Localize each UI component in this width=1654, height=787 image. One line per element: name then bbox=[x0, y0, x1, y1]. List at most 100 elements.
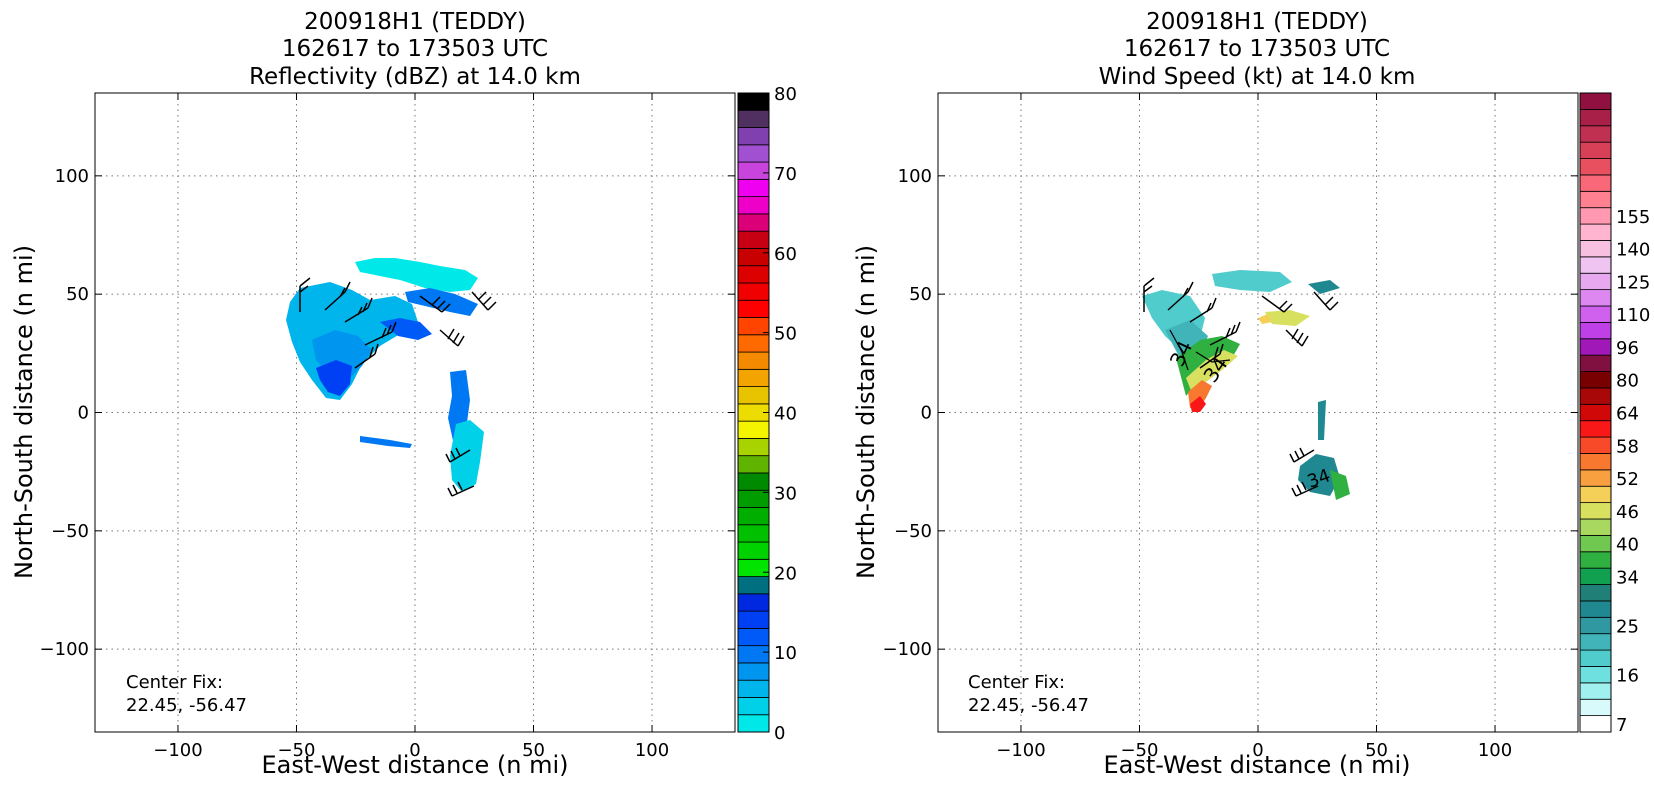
colorbar-segment bbox=[1579, 518, 1612, 536]
colorbar-tick-label: 70 bbox=[774, 164, 797, 185]
colorbar-segment bbox=[1579, 108, 1612, 127]
wind-barb bbox=[419, 295, 451, 313]
colorbar-tick-label: 80 bbox=[774, 84, 797, 105]
colorbar-segment bbox=[737, 420, 770, 439]
colorbar-segment bbox=[1579, 485, 1612, 504]
y-tick-label: −50 bbox=[894, 521, 932, 542]
colorbar-tick-label: 64 bbox=[1616, 404, 1639, 425]
colorbar-segment bbox=[1579, 338, 1612, 356]
colorbar-segment bbox=[1579, 584, 1612, 602]
colorbar-segment bbox=[1579, 371, 1612, 389]
reflectivity-area-cyan bbox=[355, 258, 478, 292]
reflectivity-panel: 200918H1 (TEDDY) 162617 to 173503 UTC Re… bbox=[10, 9, 797, 779]
colorbar-segment bbox=[737, 334, 770, 353]
y-axis-label: North-South distance (n mi) bbox=[10, 245, 38, 579]
x-tick-label: 0 bbox=[1252, 740, 1263, 761]
wind-speed-field bbox=[1142, 270, 1350, 500]
y-tick-label: 50 bbox=[66, 284, 89, 305]
x-tick-label: 100 bbox=[1478, 740, 1512, 761]
colorbar-tick-label: 30 bbox=[774, 483, 797, 504]
reflectivity-colorbar: 0 10 20 30 40 50 60 70 80 bbox=[737, 84, 797, 744]
wind-area-northeast bbox=[1308, 280, 1340, 294]
colorbar-segment bbox=[1579, 567, 1612, 585]
contour-line-34 bbox=[1169, 329, 1189, 371]
reflectivity-band-upper bbox=[405, 288, 478, 316]
y-tick-label: −100 bbox=[883, 639, 932, 660]
colorbar-segment bbox=[737, 161, 770, 180]
colorbar-segment bbox=[1579, 715, 1612, 733]
colorbar-segment bbox=[1579, 649, 1612, 667]
wind-barb bbox=[471, 291, 497, 311]
colorbar-segment bbox=[1579, 420, 1612, 438]
panel-title-line-3: Wind Speed (kt) at 14.0 km bbox=[1099, 64, 1416, 90]
y-axis-label: North-South distance (n mi) bbox=[852, 245, 880, 579]
wind-area-north-cyan bbox=[1212, 270, 1292, 292]
colorbar-segment bbox=[1579, 387, 1612, 405]
colorbar-tick-label: 58 bbox=[1616, 436, 1639, 457]
wind-barb bbox=[1143, 277, 1155, 312]
wind-east-band-teal bbox=[1298, 454, 1340, 496]
colorbar-segment bbox=[1579, 223, 1612, 241]
colorbar-segment bbox=[1579, 272, 1612, 291]
colorbar-segment bbox=[1579, 240, 1612, 258]
colorbar-tick-label: 60 bbox=[774, 244, 797, 265]
colorbar-segment bbox=[1579, 682, 1612, 700]
center-fix-label: Center Fix: bbox=[126, 672, 223, 693]
reflectivity-area-dark-blue bbox=[316, 360, 352, 396]
colorbar-tick-label: 7 bbox=[1616, 715, 1627, 736]
colorbar-segment bbox=[1579, 321, 1612, 340]
wind-speed-panel: 200918H1 (TEDDY) 162617 to 173503 UTC Wi… bbox=[852, 9, 1650, 779]
colorbar-segment bbox=[1579, 616, 1612, 635]
colorbar-segment bbox=[737, 230, 770, 249]
colorbar-tick-label: 80 bbox=[1616, 371, 1639, 392]
panel-title-line-3: Reflectivity (dBZ) at 14.0 km bbox=[249, 64, 581, 90]
colorbar-segment bbox=[737, 645, 770, 664]
x-tick-label: 50 bbox=[522, 740, 545, 761]
x-axis-label: East-West distance (n mi) bbox=[1103, 751, 1410, 779]
colorbar-segment bbox=[737, 507, 770, 526]
colorbar-segment bbox=[737, 109, 770, 128]
wind-area-mid-yellow bbox=[1265, 310, 1310, 326]
colorbar-tick-label: 40 bbox=[774, 404, 797, 425]
colorbar-segment bbox=[1579, 534, 1612, 553]
x-tick-label: −50 bbox=[1120, 740, 1158, 761]
colorbar-segment bbox=[737, 299, 770, 318]
colorbar-tick-label: 96 bbox=[1616, 338, 1639, 359]
colorbar-segment bbox=[1579, 190, 1612, 209]
colorbar-segment bbox=[1579, 174, 1612, 192]
colorbar-tick-label: 25 bbox=[1616, 617, 1639, 638]
y-tick-label: 100 bbox=[898, 166, 932, 187]
colorbar-segment bbox=[737, 714, 770, 733]
wind-barb bbox=[1313, 291, 1339, 311]
y-tick-label: 0 bbox=[78, 403, 89, 424]
grid-lines bbox=[95, 93, 735, 732]
x-axis-label: East-West distance (n mi) bbox=[261, 751, 568, 779]
contour-lines-34kt bbox=[1169, 329, 1231, 371]
wind-barbs bbox=[299, 277, 497, 497]
colorbar-segment bbox=[737, 472, 770, 491]
wind-area-mid-orange bbox=[1258, 314, 1272, 324]
panel-title-line-1: 200918H1 (TEDDY) bbox=[1146, 9, 1368, 35]
colorbar-segment bbox=[1579, 256, 1612, 274]
wind-barb bbox=[439, 328, 465, 347]
center-fix-coordinates: 22.45, -56.47 bbox=[968, 695, 1089, 716]
colorbar-segment bbox=[1579, 92, 1612, 110]
colorbar-segment bbox=[737, 697, 770, 716]
colorbar-segment bbox=[737, 455, 770, 474]
y-tick-label: −100 bbox=[40, 639, 89, 660]
x-ticks: −100 −50 0 50 100 bbox=[996, 93, 1512, 761]
colorbar-tick-label: 16 bbox=[1616, 666, 1639, 687]
colorbar-segment bbox=[737, 679, 770, 698]
colorbar-tick-label: 20 bbox=[774, 563, 797, 584]
colorbar-segment bbox=[1579, 453, 1612, 471]
colorbar-segment bbox=[1579, 633, 1612, 651]
reflectivity-south-streak bbox=[360, 436, 412, 448]
colorbar-segment bbox=[737, 213, 770, 232]
wind-barb bbox=[324, 281, 351, 311]
y-ticks: −100 −50 0 50 100 bbox=[40, 166, 735, 660]
colorbar-segment bbox=[737, 576, 770, 595]
wind-east-band-green bbox=[1330, 470, 1350, 500]
colorbar-tick-label: 46 bbox=[1616, 502, 1639, 523]
x-tick-label: 50 bbox=[1365, 740, 1388, 761]
